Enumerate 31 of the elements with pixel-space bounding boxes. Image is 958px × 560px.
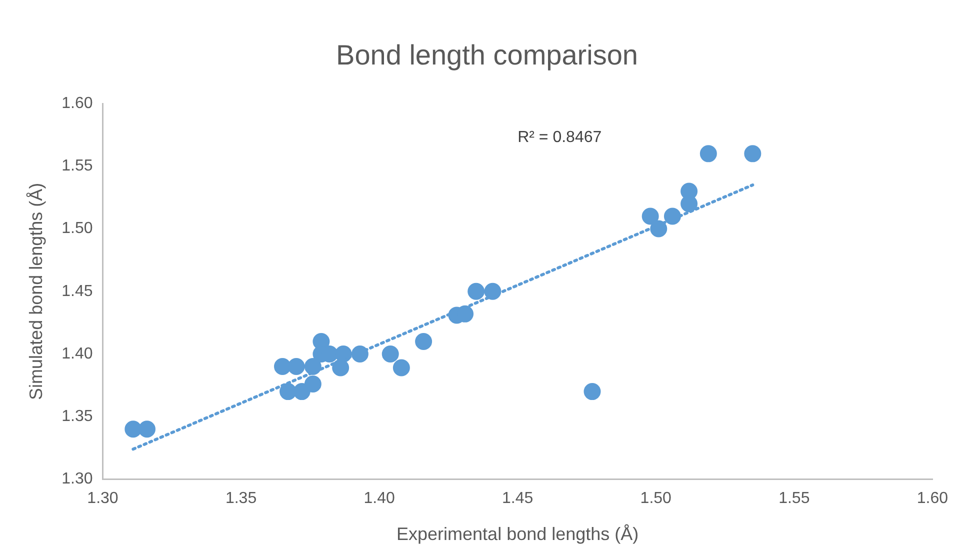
chart-title: Bond length comparison xyxy=(336,40,638,71)
y-tick-label: 1.55 xyxy=(62,158,93,175)
y-tick-label: 1.35 xyxy=(62,408,93,426)
y-tick-label: 1.45 xyxy=(62,282,93,300)
point xyxy=(415,332,432,350)
x-tick-label: 1.50 xyxy=(640,490,672,508)
y-tick-label: 1.60 xyxy=(62,95,93,112)
point xyxy=(124,420,142,438)
x-tick-label: 1.35 xyxy=(225,490,257,508)
point xyxy=(700,145,717,162)
x-tick-label: 1.30 xyxy=(87,490,118,508)
x-axis-title: Experimental bond lengths (Å) xyxy=(396,524,639,544)
point xyxy=(274,358,292,376)
y-axis-title: Simulated bond lengths (Å) xyxy=(26,182,46,400)
x-tick-label: 1.40 xyxy=(364,490,395,508)
point xyxy=(744,145,762,162)
point xyxy=(382,346,399,362)
point xyxy=(584,383,601,400)
y-tick-label: 1.40 xyxy=(62,345,93,362)
point xyxy=(288,358,305,376)
x-tick-label: 1.45 xyxy=(502,490,534,508)
x-tick-label: 1.55 xyxy=(778,490,810,508)
y-tick-label: 1.50 xyxy=(62,220,93,238)
point xyxy=(304,376,322,393)
point xyxy=(392,359,410,376)
point xyxy=(138,420,156,438)
point xyxy=(642,208,659,225)
y-tick-label: 1.30 xyxy=(62,470,93,488)
point xyxy=(468,282,485,300)
x-tick-label: 1.60 xyxy=(916,490,948,508)
annotation: R² = 0.8467 xyxy=(518,129,602,146)
